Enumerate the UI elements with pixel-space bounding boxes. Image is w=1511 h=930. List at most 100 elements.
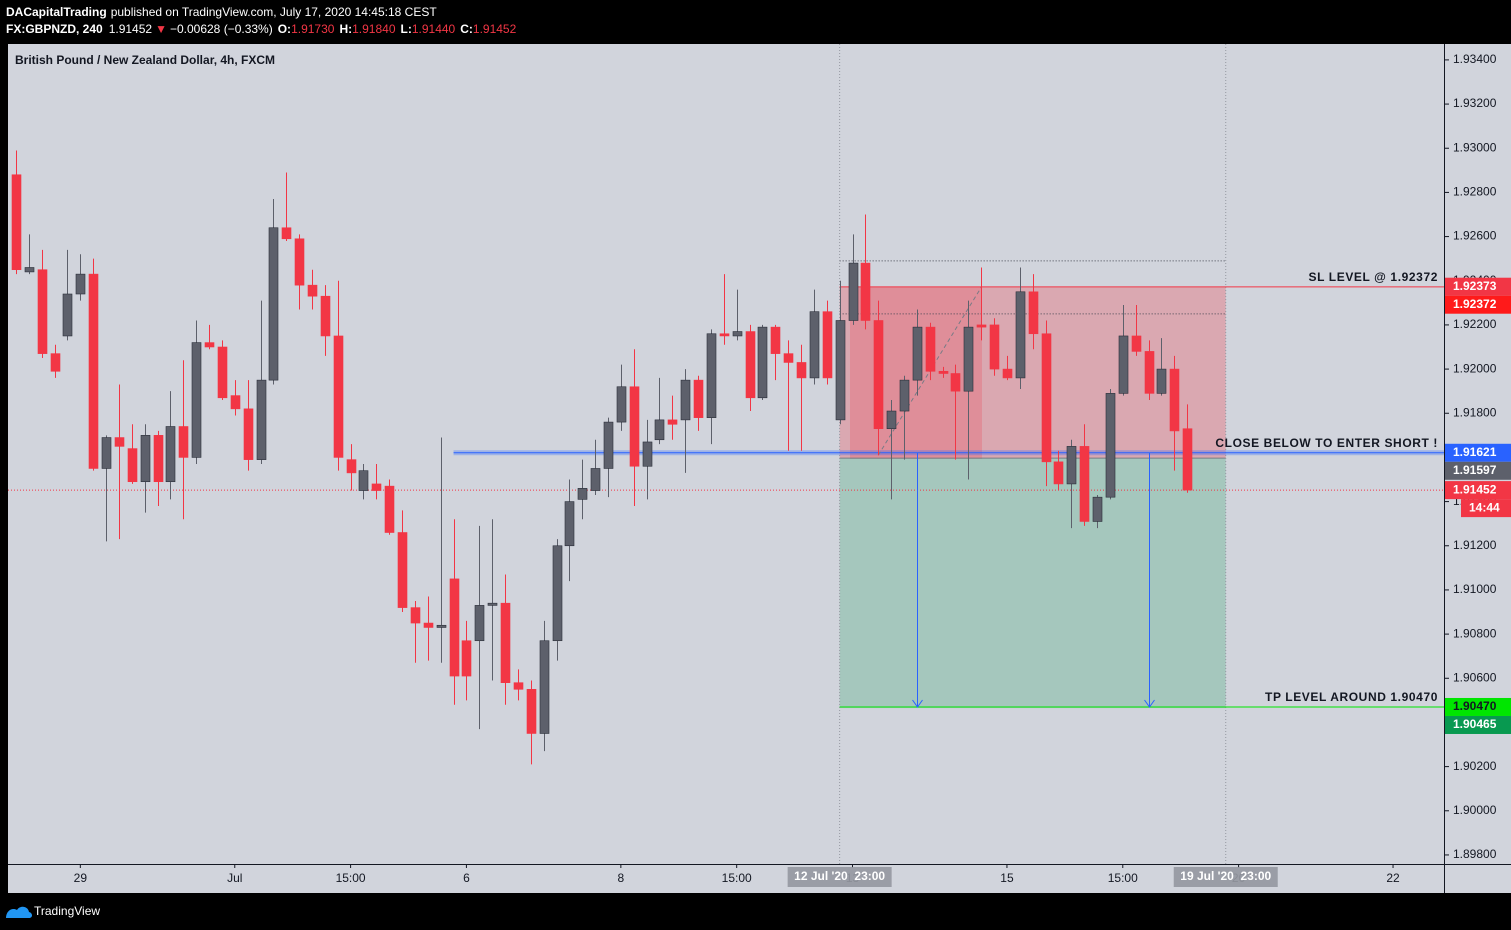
candle-body bbox=[757, 326, 768, 399]
price-label: 1.92373 bbox=[1453, 279, 1497, 293]
candle-body bbox=[178, 426, 189, 458]
x-tick-label: 15:00 bbox=[1108, 871, 1138, 885]
candle-body bbox=[873, 320, 884, 430]
ohlc-value: 1.91730 bbox=[291, 22, 335, 36]
price-label-box bbox=[1445, 715, 1511, 734]
candle-body bbox=[848, 262, 859, 321]
candle-body bbox=[642, 441, 653, 467]
price-label-box bbox=[1445, 461, 1511, 480]
y-tick-label: 1.92200 bbox=[1453, 317, 1497, 331]
y-tick-label: 1.89800 bbox=[1453, 847, 1497, 861]
header-line-1: DACapitalTrading published on TradingView… bbox=[6, 5, 437, 19]
footer-bar bbox=[0, 893, 1511, 930]
price-label-box bbox=[1445, 697, 1511, 716]
candle-body bbox=[1079, 446, 1090, 522]
candle-body bbox=[436, 624, 447, 628]
symbol: FX:GBPNZD, 240 bbox=[6, 22, 103, 36]
y-tick-label: 1.93000 bbox=[1453, 140, 1497, 154]
candle-body bbox=[770, 326, 781, 354]
candle-body bbox=[526, 689, 537, 734]
candle-body bbox=[423, 622, 434, 628]
candle-body bbox=[809, 311, 820, 379]
y-tick-label: 1.90000 bbox=[1453, 803, 1497, 817]
candle-body bbox=[577, 488, 588, 500]
y-tick-label: 1.90800 bbox=[1453, 626, 1497, 640]
price-label-box bbox=[1445, 443, 1511, 462]
countdown-box bbox=[1461, 499, 1511, 518]
price-label: 1.90470 bbox=[1453, 699, 1497, 713]
y-tick-label: 1.92600 bbox=[1453, 229, 1497, 243]
x-tick-label: 15:00 bbox=[722, 871, 752, 885]
candle-body bbox=[333, 335, 344, 458]
candle-body bbox=[243, 408, 254, 460]
candle-body bbox=[346, 459, 357, 474]
candle-body bbox=[24, 267, 35, 273]
y-tick-label: 1.93200 bbox=[1453, 96, 1497, 110]
x-tick-label: Jul bbox=[227, 871, 242, 885]
candle-body bbox=[487, 602, 498, 606]
candle-body bbox=[835, 320, 846, 421]
candle-body bbox=[371, 483, 382, 491]
candle-body bbox=[783, 353, 794, 363]
candle-body bbox=[449, 578, 460, 677]
time-marker-label: 12 Jul '20 23:00 bbox=[794, 869, 885, 883]
candle-body bbox=[513, 682, 524, 690]
x-tick-label: 8 bbox=[618, 871, 625, 885]
candle-body bbox=[912, 326, 923, 381]
time-marker-label: 19 Jul '20 23:00 bbox=[1180, 869, 1271, 883]
time-marker-box bbox=[787, 867, 892, 887]
candle-body bbox=[693, 379, 704, 418]
candle-body bbox=[474, 605, 485, 642]
y-tick-label: 1.90600 bbox=[1453, 670, 1497, 684]
candle-body bbox=[37, 269, 48, 354]
last: 1.91452 bbox=[109, 22, 153, 36]
candle-body bbox=[320, 295, 331, 337]
candle-body bbox=[1169, 368, 1180, 432]
x-tick-label: 15 bbox=[1000, 871, 1014, 885]
candle-body bbox=[461, 640, 472, 677]
y-tick-label: 1.90200 bbox=[1453, 759, 1497, 773]
candle-body bbox=[50, 353, 61, 372]
y-tick-label: 1.91200 bbox=[1453, 538, 1497, 552]
ohlc-key: H: bbox=[339, 22, 352, 36]
candle-body bbox=[552, 545, 563, 642]
arrow: ▼ bbox=[155, 22, 167, 36]
candle-body bbox=[358, 470, 369, 491]
header-bar bbox=[0, 0, 1511, 44]
arrow-head bbox=[1144, 699, 1155, 708]
x-tick-label: 29 bbox=[74, 871, 88, 885]
author: DACapitalTrading bbox=[6, 5, 107, 19]
candle-body bbox=[963, 326, 974, 392]
candle-body bbox=[140, 435, 151, 483]
y-tick-label: 1.91800 bbox=[1453, 405, 1497, 419]
ohlc-value: 1.91452 bbox=[473, 22, 517, 36]
ohlc-key: C: bbox=[460, 22, 473, 36]
candle-body bbox=[294, 238, 305, 286]
price-label-box bbox=[1445, 277, 1511, 296]
candle-body bbox=[1182, 428, 1193, 491]
candle-body bbox=[88, 273, 99, 469]
candle-body bbox=[204, 342, 215, 348]
candle-body bbox=[500, 602, 511, 683]
candle-body bbox=[564, 501, 575, 547]
candle-body bbox=[539, 640, 550, 734]
candle-body bbox=[281, 227, 292, 240]
candle-body bbox=[989, 324, 1000, 370]
candle-body bbox=[719, 333, 730, 337]
candle-body bbox=[1156, 368, 1167, 394]
chart-title: British Pound / New Zealand Dollar, 4h, … bbox=[15, 53, 275, 67]
price-label-box bbox=[1445, 481, 1511, 500]
level-annotation: CLOSE BELOW TO ENTER SHORT ! bbox=[1215, 436, 1438, 450]
candle-body bbox=[976, 324, 987, 328]
candle-body bbox=[1015, 291, 1026, 379]
level-annotation: TP LEVEL AROUND 1.90470 bbox=[1265, 690, 1438, 704]
y-tick-label: 1.93400 bbox=[1453, 52, 1497, 66]
price-label: 1.92372 bbox=[1453, 297, 1497, 311]
candle-body bbox=[925, 326, 936, 372]
candle-body bbox=[603, 421, 614, 469]
logo bbox=[6, 906, 32, 918]
candle-body bbox=[680, 379, 691, 421]
brand: TradingView bbox=[34, 904, 100, 918]
candle-body bbox=[114, 437, 125, 447]
price-label: 1.91597 bbox=[1453, 463, 1497, 477]
